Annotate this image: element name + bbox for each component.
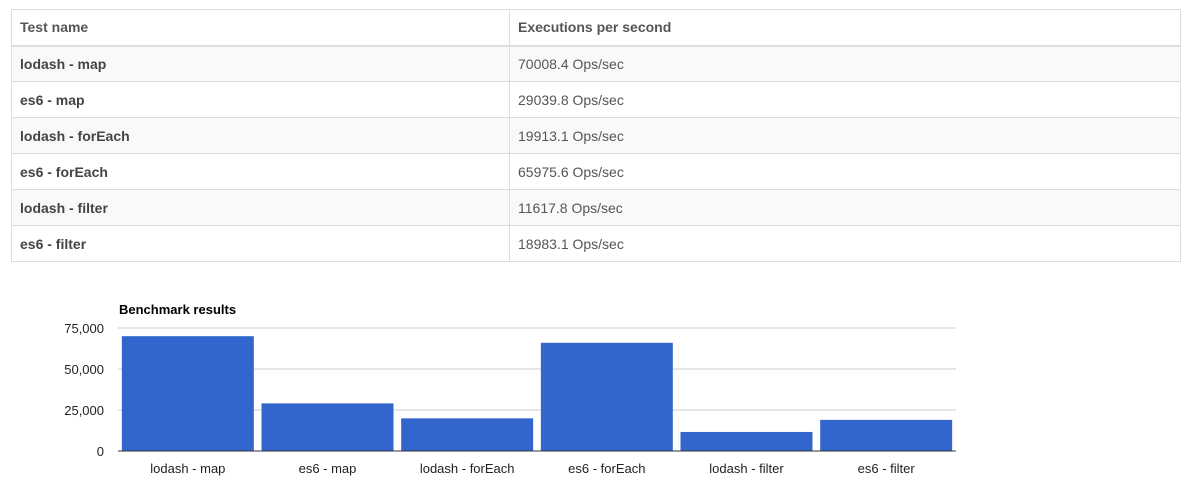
bar: [401, 418, 533, 451]
ops-cell: 70008.4 Ops/sec: [510, 46, 1181, 82]
test-name-cell: lodash - map: [12, 46, 510, 82]
x-tick-label: lodash - filter: [709, 461, 784, 476]
results-table: Test name Executions per second lodash -…: [11, 9, 1181, 262]
test-name-cell: es6 - filter: [12, 226, 510, 262]
table-row: lodash - map 70008.4 Ops/sec: [12, 46, 1181, 82]
test-name-cell: lodash - forEach: [12, 118, 510, 154]
y-tick-label: 50,000: [64, 362, 104, 377]
table-row: es6 - map 29039.8 Ops/sec: [12, 82, 1181, 118]
column-header-executions: Executions per second: [510, 10, 1181, 46]
table-row: es6 - forEach 65975.6 Ops/sec: [12, 154, 1181, 190]
table-row: es6 - filter 18983.1 Ops/sec: [12, 226, 1181, 262]
ops-cell: 18983.1 Ops/sec: [510, 226, 1181, 262]
x-tick-label: lodash - map: [150, 461, 225, 476]
benchmark-chart: Benchmark results 0 25,000 50,000 75,000 loda…: [0, 290, 1194, 490]
test-name-cell: es6 - forEach: [12, 154, 510, 190]
test-name-cell: lodash - filter: [12, 190, 510, 226]
x-tick-label: lodash - forEach: [420, 461, 515, 476]
x-tick-label: es6 - map: [299, 461, 357, 476]
bar: [541, 343, 673, 451]
bar: [820, 420, 952, 451]
bar: [681, 432, 813, 451]
ops-cell: 65975.6 Ops/sec: [510, 154, 1181, 190]
table-header-row: Test name Executions per second: [12, 10, 1181, 46]
column-header-test-name: Test name: [12, 10, 510, 46]
test-name-cell: es6 - map: [12, 82, 510, 118]
ops-cell: 11617.8 Ops/sec: [510, 190, 1181, 226]
bar: [262, 403, 394, 451]
bar: [122, 336, 254, 451]
table-row: lodash - filter 11617.8 Ops/sec: [12, 190, 1181, 226]
ops-cell: 29039.8 Ops/sec: [510, 82, 1181, 118]
table-row: lodash - forEach 19913.1 Ops/sec: [12, 118, 1181, 154]
y-tick-label: 0: [97, 444, 104, 459]
y-tick-label: 75,000: [64, 321, 104, 336]
chart-title: Benchmark results: [119, 302, 236, 317]
ops-cell: 19913.1 Ops/sec: [510, 118, 1181, 154]
x-tick-label: es6 - filter: [858, 461, 916, 476]
x-tick-label: es6 - forEach: [568, 461, 645, 476]
y-tick-label: 25,000: [64, 403, 104, 418]
